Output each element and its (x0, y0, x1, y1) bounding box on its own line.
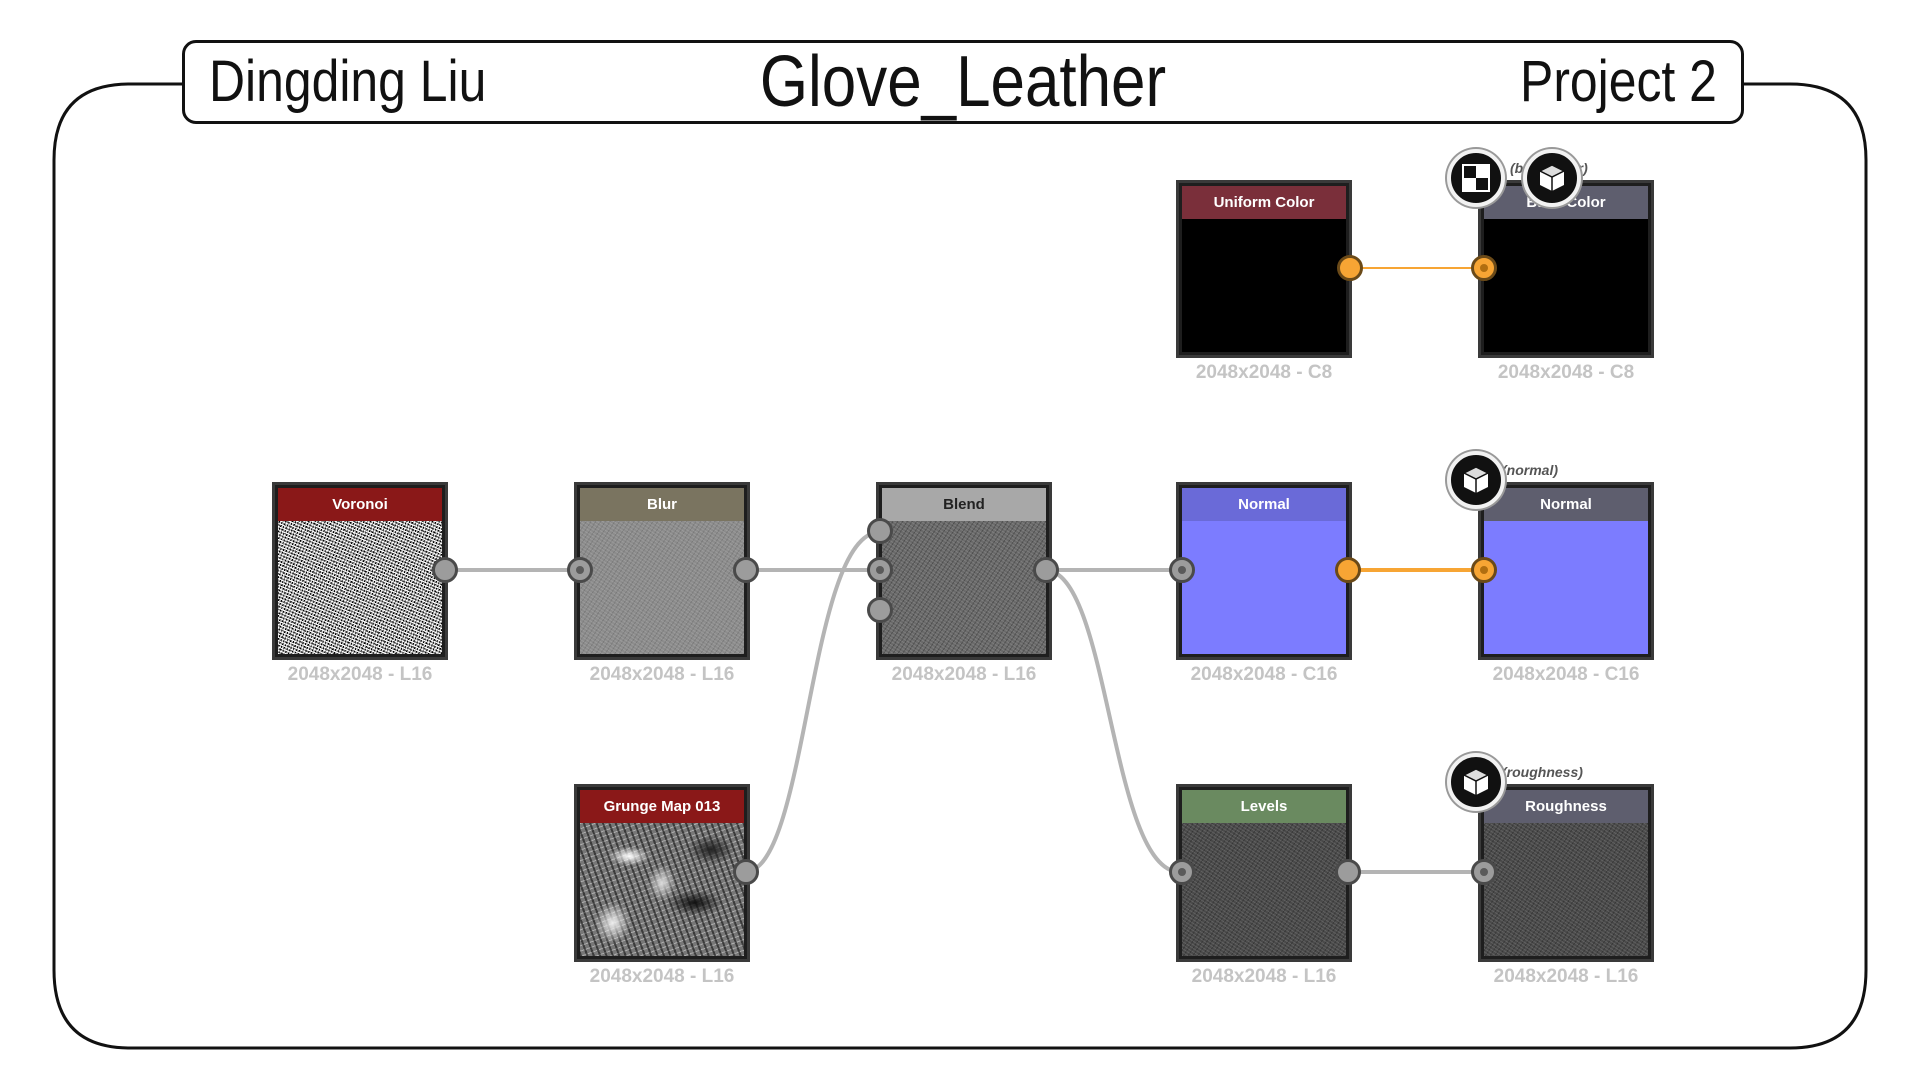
node-title: Levels (1182, 790, 1346, 823)
output-port[interactable] (432, 557, 458, 583)
output-port[interactable] (1335, 557, 1361, 583)
output-usage-label: (normal) (1502, 462, 1558, 478)
node-output-basecolor[interactable]: Base Color (1478, 180, 1654, 358)
node-thumbnail (882, 521, 1046, 654)
node-blur[interactable]: Blur (574, 482, 750, 660)
author-name: Dingding Liu (209, 49, 487, 114)
output-port[interactable] (1335, 859, 1361, 885)
node-title: Blend (882, 488, 1046, 521)
input-port[interactable] (1471, 557, 1497, 583)
input-port[interactable] (1169, 859, 1195, 885)
cube-icon[interactable] (1447, 451, 1505, 509)
node-blend[interactable]: Blend (876, 482, 1052, 660)
output-port[interactable] (1337, 255, 1363, 281)
node-thumbnail (1484, 219, 1648, 352)
input-port[interactable] (867, 518, 893, 544)
output-port[interactable] (733, 859, 759, 885)
project-label: Project 2 (1520, 49, 1717, 114)
node-grunge-map[interactable]: Grunge Map 013 (574, 784, 750, 962)
node-resolution: 2048x2048 - C8 (1497, 362, 1635, 383)
node-resolution: 2048x2048 - L16 (1191, 966, 1337, 987)
node-normal[interactable]: Normal (1176, 482, 1352, 660)
node-title: Roughness (1484, 790, 1648, 823)
output-port[interactable] (1033, 557, 1059, 583)
node-resolution: 2048x2048 - C8 (1195, 362, 1333, 383)
input-port[interactable] (1471, 859, 1497, 885)
checker-icon[interactable] (1447, 149, 1505, 207)
input-port[interactable] (867, 597, 893, 623)
node-output-roughness[interactable]: Roughness (1478, 784, 1654, 962)
title-banner: Dingding Liu Glove_Leather Project 2 (182, 40, 1744, 124)
node-output-normal[interactable]: Normal (1478, 482, 1654, 660)
link-grunge-blend (743, 530, 882, 874)
node-thumbnail (580, 521, 744, 654)
output-port[interactable] (733, 557, 759, 583)
node-levels[interactable]: Levels (1176, 784, 1352, 962)
graph-title: Glove_Leather (759, 42, 1167, 122)
node-thumbnail (580, 823, 744, 956)
link-blend-levels (1043, 568, 1182, 874)
node-thumbnail (1182, 521, 1346, 654)
node-resolution: 2048x2048 - C16 (1190, 664, 1338, 685)
node-resolution: 2048x2048 - L16 (589, 966, 735, 987)
node-thumbnail (1484, 521, 1648, 654)
node-title: Blur (580, 488, 744, 521)
node-title: Normal (1182, 488, 1346, 521)
node-title: Uniform Color (1182, 186, 1346, 219)
input-port[interactable] (567, 557, 593, 583)
node-resolution: 2048x2048 - L16 (589, 664, 735, 685)
node-resolution: 2048x2048 - L16 (891, 664, 1037, 685)
node-thumbnail (1182, 219, 1346, 352)
input-port[interactable] (1169, 557, 1195, 583)
cube-icon[interactable] (1447, 753, 1505, 811)
node-thumbnail (1484, 823, 1648, 956)
node-title: Normal (1484, 488, 1648, 521)
outer-frame (52, 82, 1868, 1050)
cube-icon[interactable] (1523, 149, 1581, 207)
input-port[interactable] (1471, 255, 1497, 281)
node-thumbnail (1182, 823, 1346, 956)
node-title: Voronoi (278, 488, 442, 521)
node-thumbnail (278, 521, 442, 654)
input-port[interactable] (867, 557, 893, 583)
output-usage-label: (roughness) (1502, 764, 1583, 780)
node-resolution: 2048x2048 - L16 (287, 664, 433, 685)
node-resolution: 2048x2048 - C16 (1492, 664, 1640, 685)
node-title: Grunge Map 013 (580, 790, 744, 823)
node-resolution: 2048x2048 - L16 (1493, 966, 1639, 987)
node-voronoi[interactable]: Voronoi (272, 482, 448, 660)
node-uniform-color[interactable]: Uniform Color (1176, 180, 1352, 358)
